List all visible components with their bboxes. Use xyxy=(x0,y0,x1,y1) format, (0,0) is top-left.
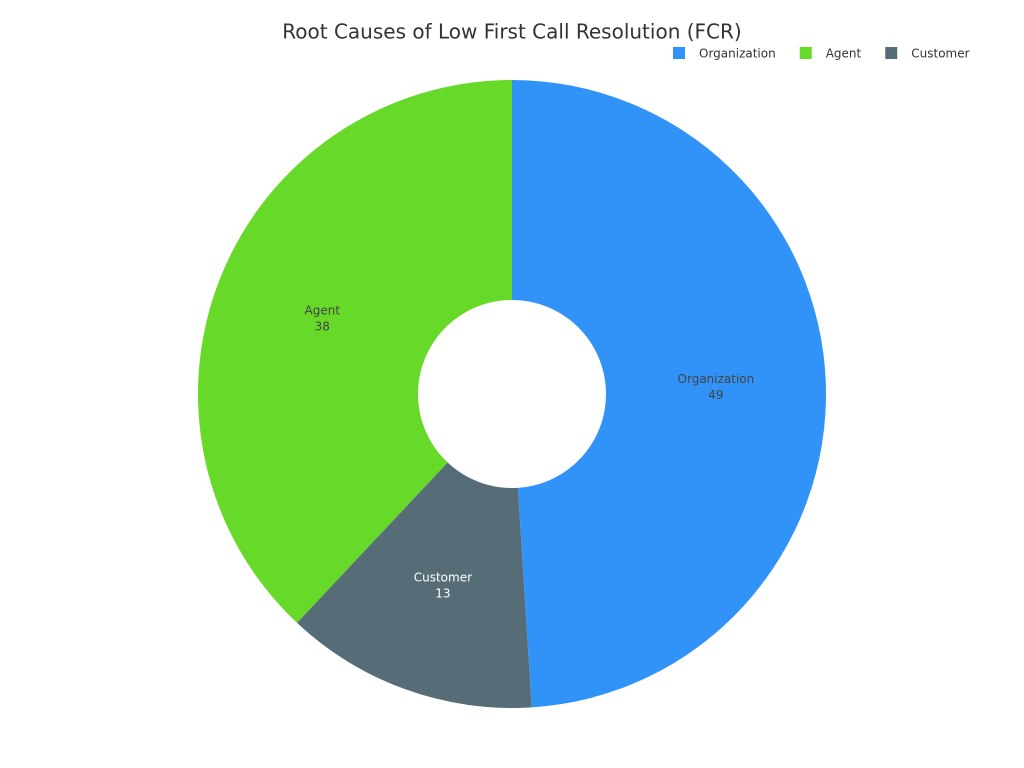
slice xyxy=(512,80,826,708)
slice-label: Organization xyxy=(678,372,755,386)
legend-swatch xyxy=(673,47,685,59)
slice xyxy=(297,462,532,708)
slice-value: 38 xyxy=(315,319,330,333)
slice-value: 49 xyxy=(708,388,723,402)
legend-label: Organization xyxy=(699,47,776,61)
legend-label: Customer xyxy=(911,47,969,61)
legend-swatch xyxy=(799,47,812,59)
slice xyxy=(197,80,513,623)
slice-label: Customer xyxy=(414,570,472,584)
slice-value: 13 xyxy=(435,586,450,600)
chart-title: Root Causes of Low First Call Resolution… xyxy=(282,20,741,44)
slice-label: Agent xyxy=(305,303,341,317)
legend-swatch xyxy=(885,47,898,59)
legend-label: Agent xyxy=(826,47,862,61)
